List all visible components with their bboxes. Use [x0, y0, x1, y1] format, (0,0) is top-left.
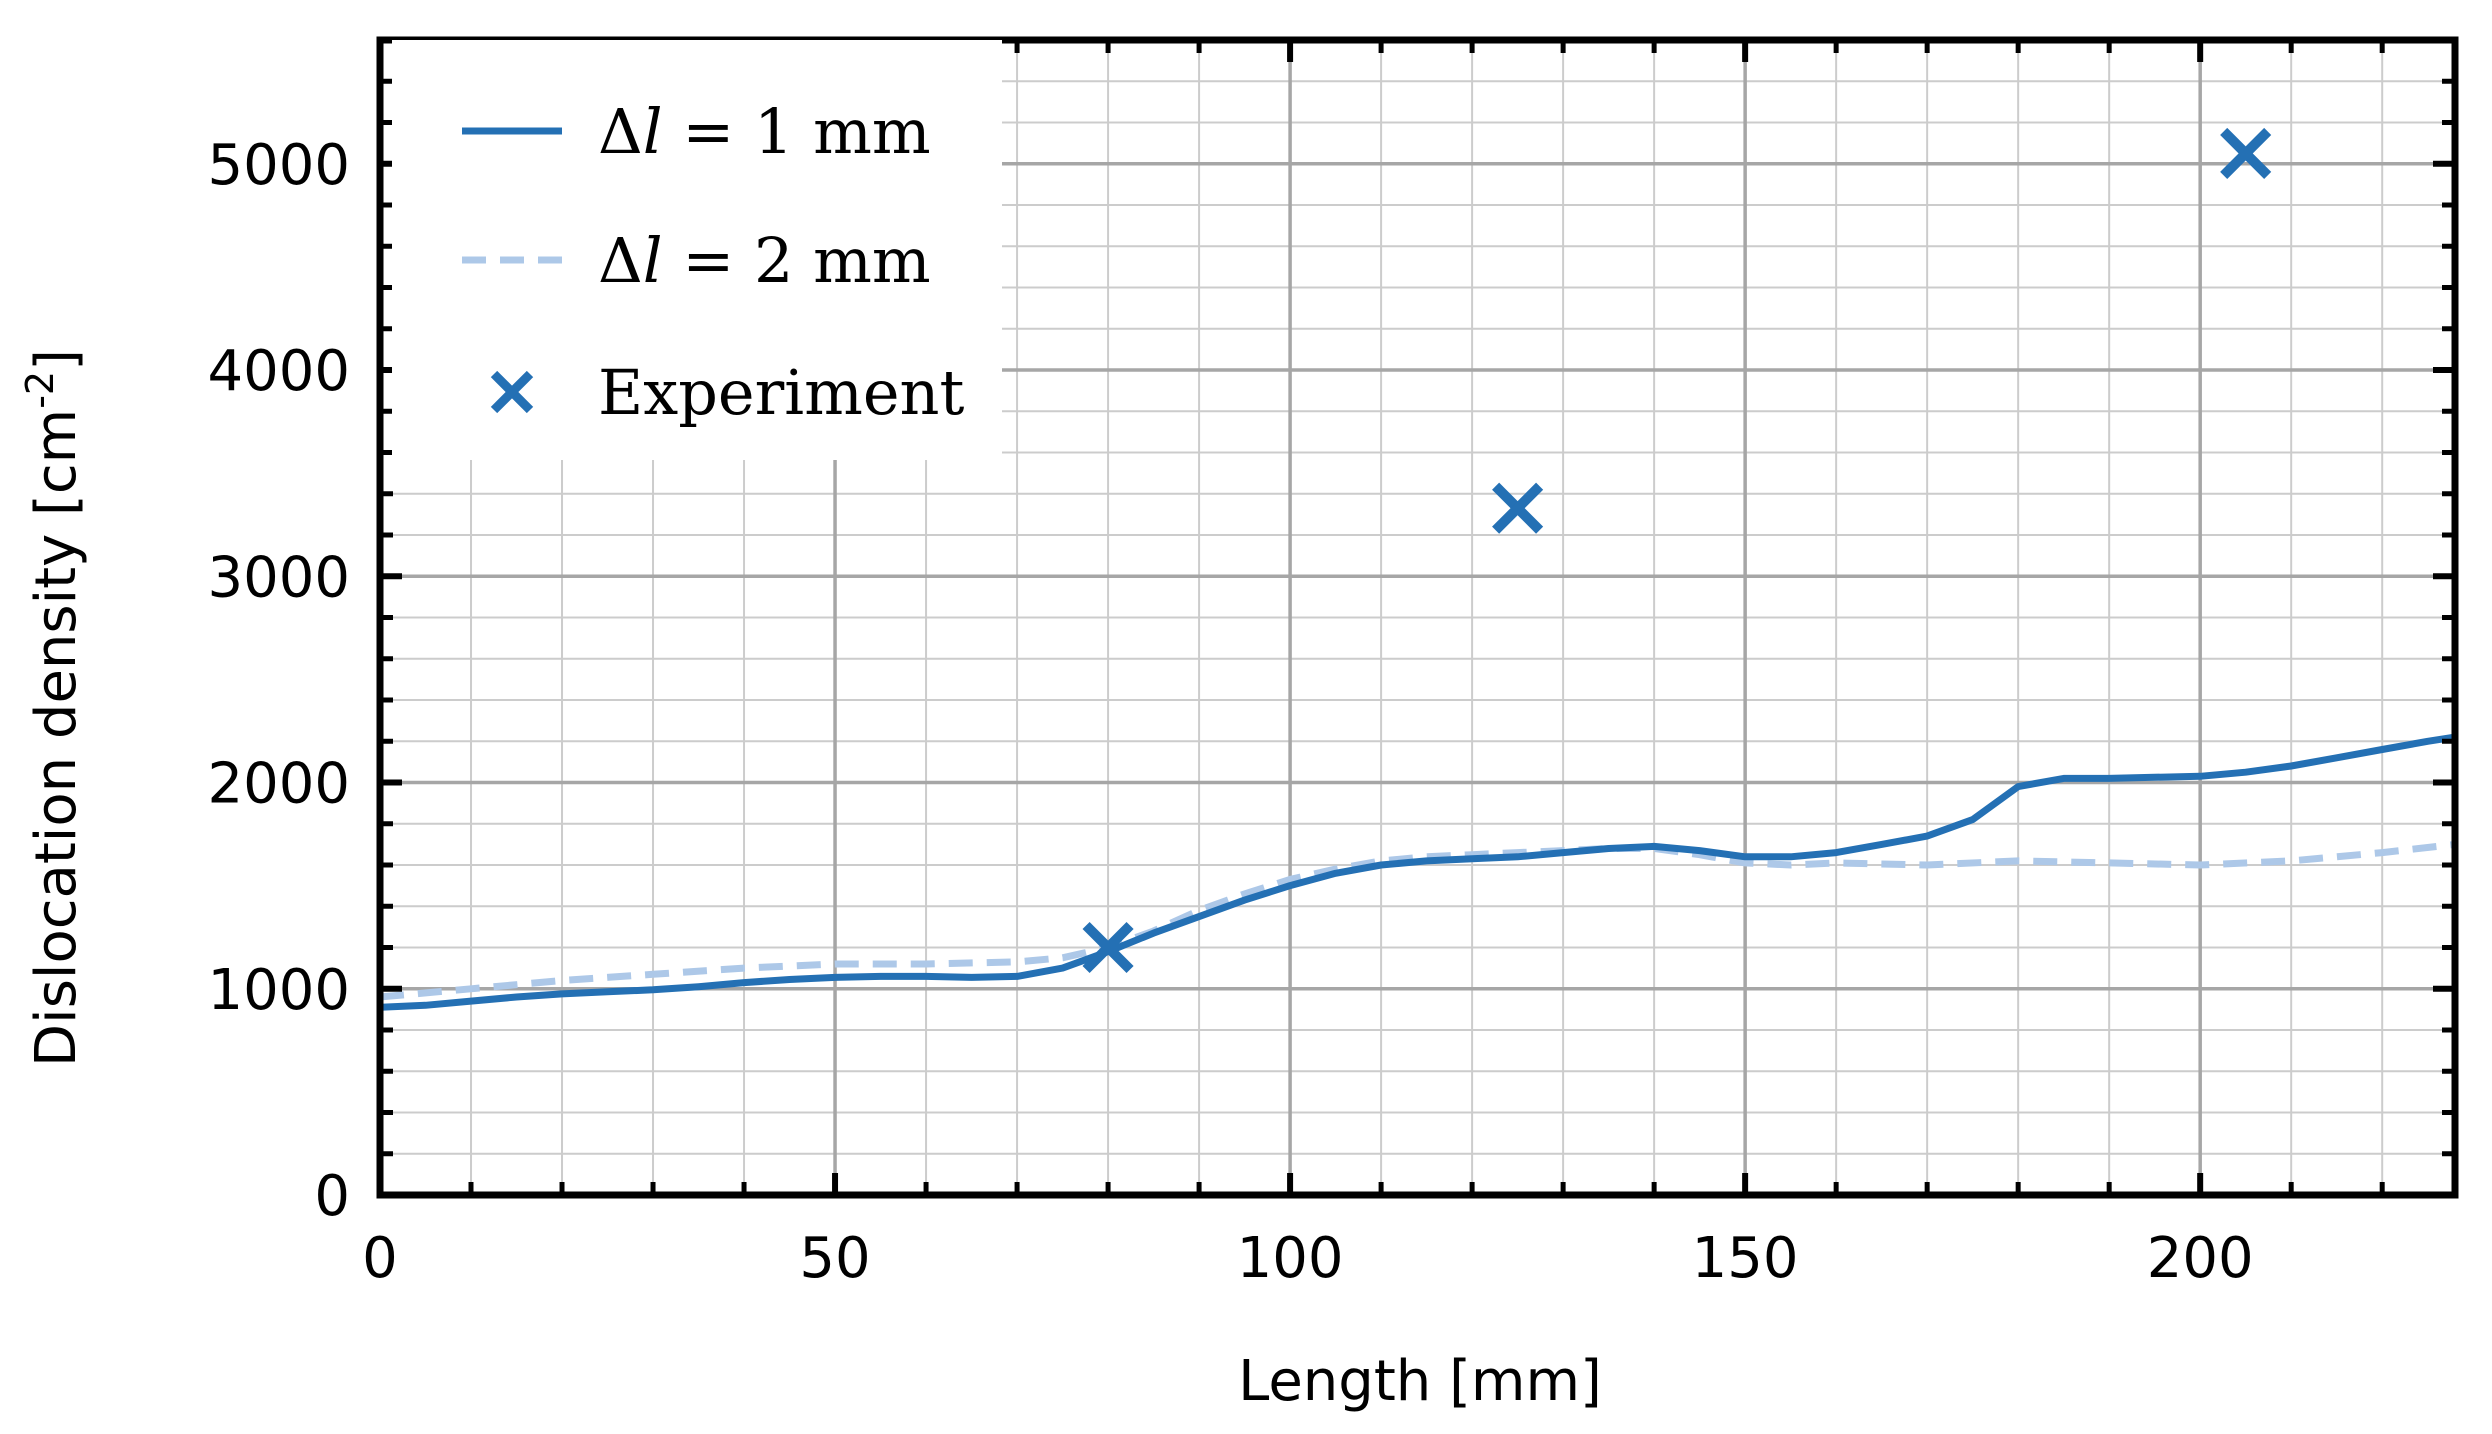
series-line-dl1 [376, 733, 2459, 1011]
experiment-point [2220, 127, 2272, 179]
legend-box [392, 40, 1002, 460]
legend: Δl = 1 mm Δl = 2 mm Experiment [392, 40, 1002, 460]
y-tick-label: 2000 [207, 752, 350, 817]
y-axis-title: Dislocation density [cm-2] [18, 349, 89, 1067]
x-tick-label: 200 [2147, 1226, 2254, 1291]
series-layer [376, 733, 2459, 1011]
experiment-marker-stroke [2220, 127, 2272, 179]
x-tick-label: 50 [799, 1226, 870, 1291]
legend-label-dl2: Δl = 2 mm [598, 224, 931, 297]
x-tick-label: 0 [362, 1226, 398, 1291]
y-tick-label: 0 [314, 1164, 350, 1229]
legend-label-dl1: Δl = 1 mm [598, 95, 931, 168]
y-tick-label: 5000 [207, 133, 350, 198]
experiment-markers [1082, 127, 2272, 974]
x-tick-label: 150 [1692, 1226, 1799, 1291]
legend-marker-x [490, 370, 534, 414]
experiment-point [1492, 482, 1544, 534]
experiment-marker-stroke [1492, 482, 1544, 534]
experiment-point [1082, 921, 1134, 974]
x-tick-label: 100 [1237, 1226, 1344, 1291]
y-tick-label: 1000 [207, 958, 350, 1023]
experiment-marker-stroke [1082, 921, 1134, 974]
x-axis-title: Length [mm] [1238, 1349, 1602, 1414]
tick-marks [377, 37, 2455, 1198]
legend-label-experiment: Experiment [598, 356, 964, 429]
y-tick-label: 3000 [207, 545, 350, 610]
y-tick-label: 4000 [207, 339, 350, 404]
